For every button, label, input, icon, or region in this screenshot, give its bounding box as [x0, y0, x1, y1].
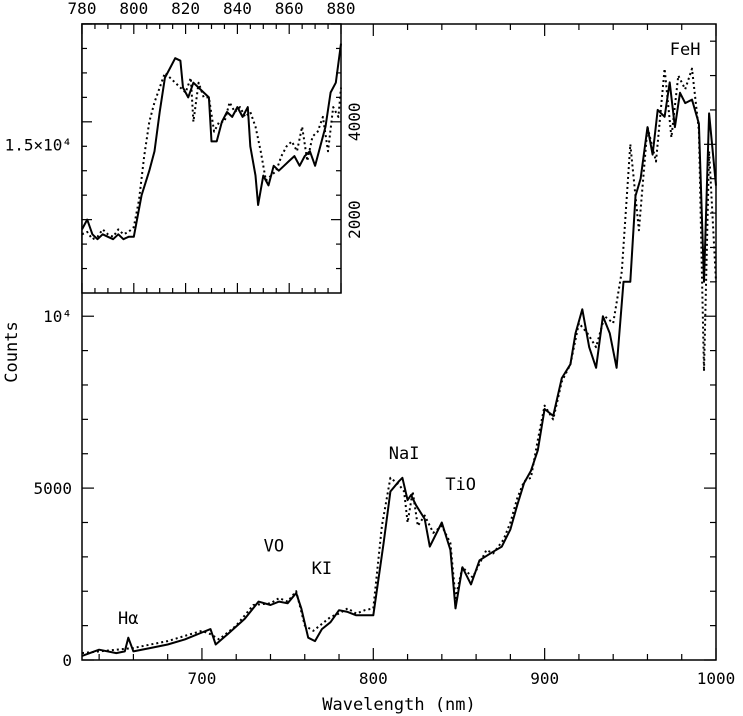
main-xtick-label: 800: [359, 669, 388, 688]
inset-xtick-label: 800: [119, 0, 148, 18]
main-ytick-label: 10⁴: [43, 307, 72, 326]
inset-xtick-label: 840: [223, 0, 252, 18]
main-plot-panel: 700 800 900 1000 0 5000 10⁴ 1.5×10⁴ Wavelength (…: [2, 23, 736, 715]
inset-background: [82, 24, 341, 293]
y-axis-label: Counts: [2, 321, 22, 382]
inset-series-dotted: [81, 71, 342, 241]
inset-xtick-label: 820: [171, 0, 200, 18]
main-xtick-label: 900: [530, 669, 559, 688]
feature-label: FeH: [670, 40, 701, 60]
feature-label: TiO: [445, 475, 476, 495]
inset-xtick-label: 860: [275, 0, 304, 18]
main-series-dotted: [81, 67, 717, 655]
inset-ytick-label: 2000: [345, 200, 364, 239]
inset-series-solid: [81, 43, 342, 241]
feature-label: KI: [312, 559, 332, 579]
feature-label: VO: [264, 537, 284, 557]
main-series-solid: [81, 81, 717, 657]
main-xtick-label: 700: [187, 669, 216, 688]
inset-plot-panel: 780 800 820 840 860 880 2000 4000: [68, 0, 364, 294]
main-ytick-label: 5000: [33, 479, 72, 498]
feature-label: Hα: [118, 609, 138, 629]
inset-ytick-label: 4000: [345, 103, 364, 142]
feature-label: NaI: [389, 444, 420, 464]
main-ytick-label: 1.5×10⁴: [5, 135, 72, 154]
main-ytick-label: 0: [62, 651, 72, 670]
x-axis-label: Wavelength (nm): [322, 695, 476, 715]
inset-xtick-label: 880: [327, 0, 356, 18]
main-xtick-label: 1000: [697, 669, 736, 688]
inset-xtick-label: 780: [68, 0, 97, 18]
main-frame: [81, 23, 717, 661]
